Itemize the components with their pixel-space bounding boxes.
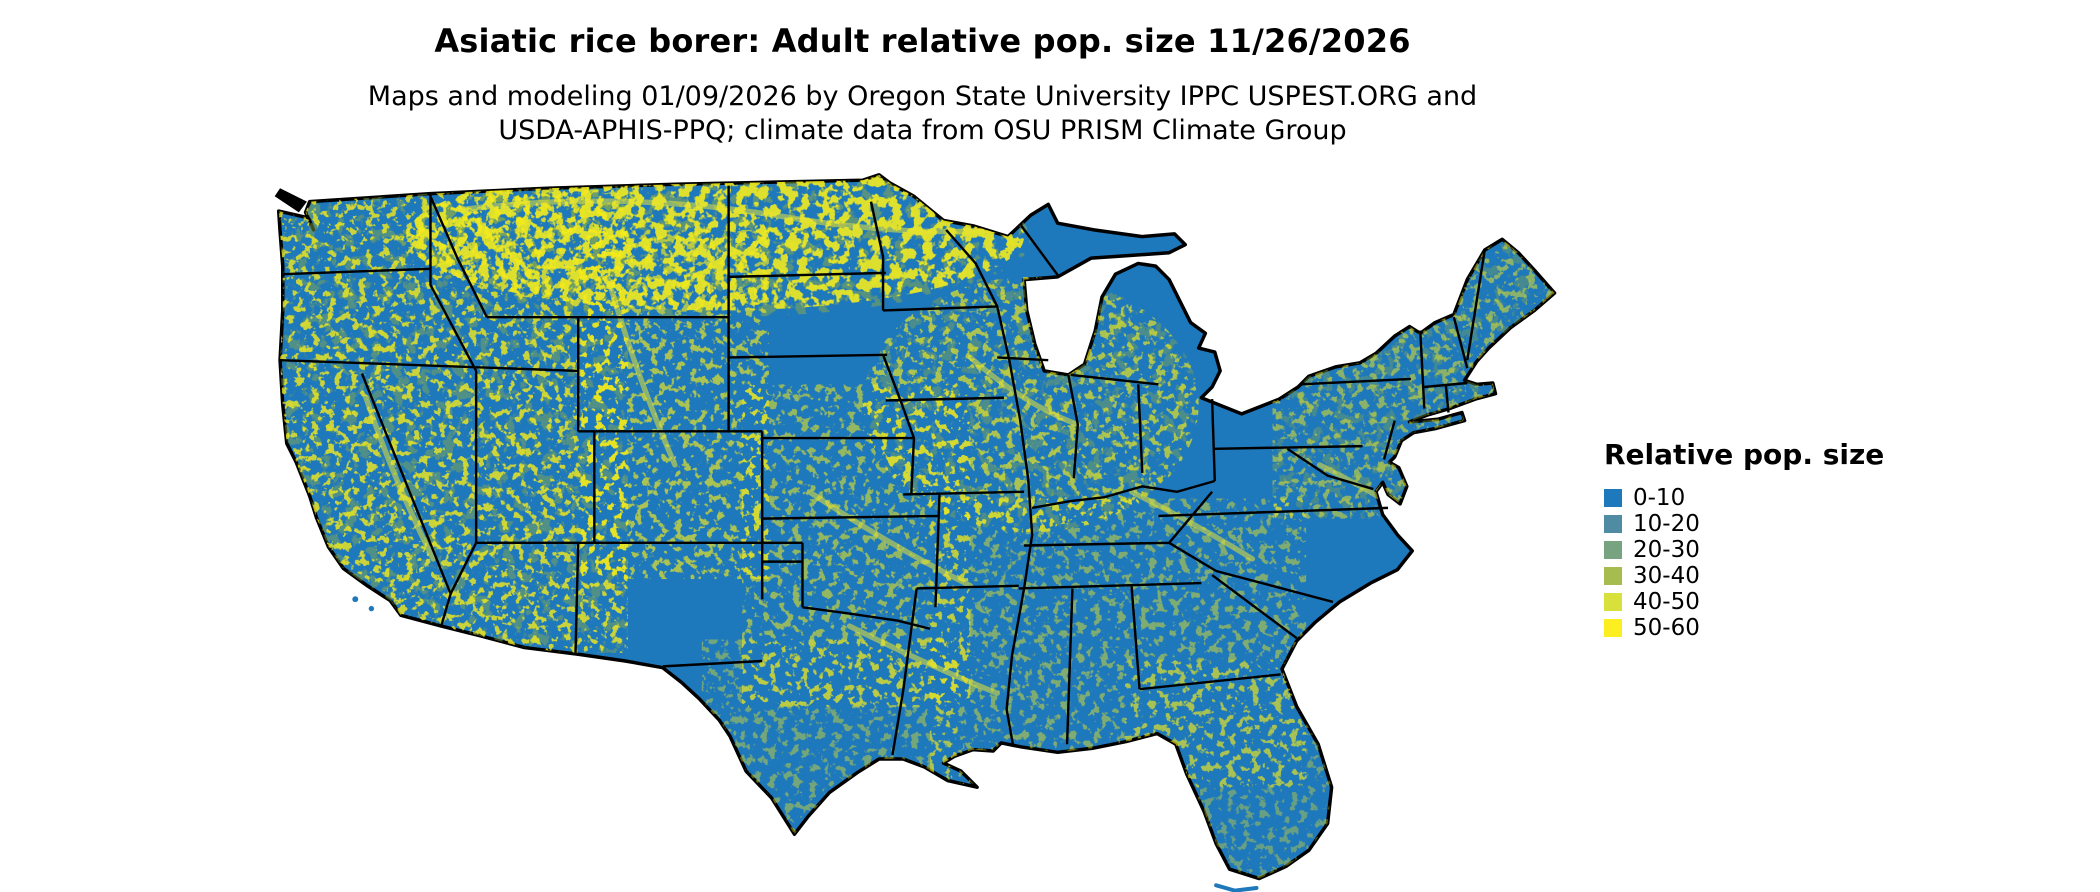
state-borders bbox=[280, 185, 1486, 756]
legend-item-50-60: 50-60 bbox=[1604, 615, 1884, 641]
legend-label-20-30: 20-30 bbox=[1633, 537, 1700, 563]
legend-swatch-10-20 bbox=[1604, 515, 1622, 533]
legend-swatch-0-10 bbox=[1604, 489, 1622, 507]
legend-item-40-50: 40-50 bbox=[1604, 589, 1884, 615]
figure-title: Asiatic rice borer: Adult relative pop. … bbox=[434, 22, 1411, 60]
legend-label-40-50: 40-50 bbox=[1633, 589, 1700, 615]
legend-title: Relative pop. size bbox=[1604, 438, 1885, 471]
figure-subtitle: Maps and modeling 01/09/2026 by Oregon S… bbox=[0, 80, 1845, 148]
legend-item-10-20: 10-20 bbox=[1604, 511, 1884, 537]
legend-item-30-40: 30-40 bbox=[1604, 563, 1884, 589]
figure-subtitle-line2: USDA-APHIS-PPQ; climate data from OSU PR… bbox=[498, 115, 1347, 146]
legend-label-0-10: 0-10 bbox=[1633, 485, 1686, 511]
legend-label-30-40: 30-40 bbox=[1633, 563, 1700, 589]
florida-keys bbox=[1214, 883, 1259, 892]
legend-swatch-20-30 bbox=[1604, 541, 1622, 559]
legend: Relative pop. size 0-10 10-20 20-30 30-4… bbox=[1604, 438, 1884, 641]
legend-label-10-20: 10-20 bbox=[1633, 511, 1700, 537]
legend-item-0-10: 0-10 bbox=[1604, 485, 1884, 511]
legend-swatch-40-50 bbox=[1604, 593, 1622, 611]
map-canvas bbox=[274, 173, 1557, 892]
vancouver-island bbox=[274, 188, 307, 213]
legend-label-50-60: 50-60 bbox=[1633, 615, 1700, 641]
figure-subtitle-line1: Maps and modeling 01/09/2026 by Oregon S… bbox=[367, 81, 1478, 112]
channel-island bbox=[352, 596, 359, 603]
legend-swatch-30-40 bbox=[1604, 567, 1622, 585]
figure-header: Asiatic rice borer: Adult relative pop. … bbox=[0, 22, 1845, 148]
us-map bbox=[272, 156, 1568, 892]
legend-swatch-50-60 bbox=[1604, 619, 1622, 637]
legend-item-20-30: 20-30 bbox=[1604, 537, 1884, 563]
hotspot-streaks bbox=[363, 198, 1417, 696]
channel-island bbox=[368, 605, 375, 612]
